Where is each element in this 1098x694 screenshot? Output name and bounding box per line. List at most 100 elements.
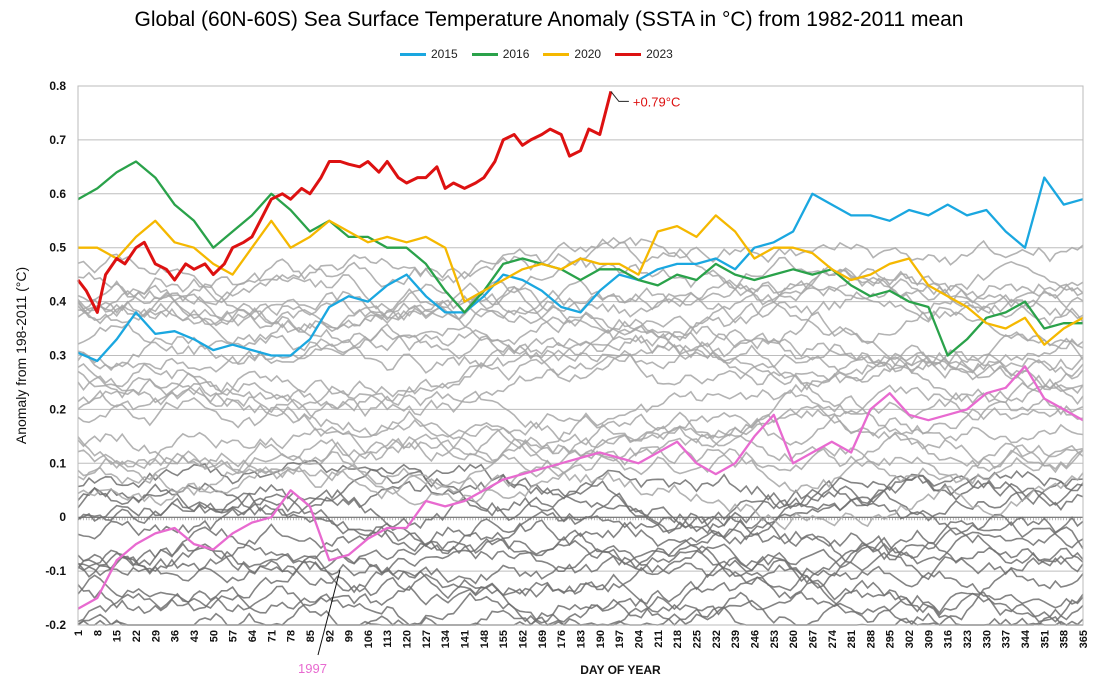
x-tick-label: 36 <box>170 630 182 642</box>
x-tick-label: 316 <box>943 630 955 648</box>
x-tick-label: 106 <box>363 630 375 648</box>
background-year-line <box>77 541 1084 605</box>
background-year-line <box>77 450 1084 531</box>
x-tick-label: 15 <box>112 630 124 642</box>
x-tick-label: 162 <box>518 630 530 648</box>
x-tick-label: 85 <box>305 630 317 642</box>
plot-frame <box>77 85 1084 626</box>
x-tick-label: 365 <box>1078 630 1090 648</box>
series-line-2020 <box>78 214 1084 346</box>
y-tick-label: 0.5 <box>49 241 66 255</box>
x-tick-label: 57 <box>228 630 240 642</box>
y-tick-label: 0.1 <box>49 456 66 470</box>
x-tick-label: 302 <box>904 630 916 648</box>
background-year-line <box>77 328 1084 410</box>
x-tick-label: 155 <box>498 630 510 648</box>
background-year-line <box>77 322 1084 378</box>
x-tick-label: 190 <box>595 630 607 648</box>
y-tick-label: 0.6 <box>49 187 66 201</box>
background-year-line <box>77 463 1084 535</box>
legend-swatch-2023 <box>615 52 642 56</box>
legend-item-2023: 2023 <box>615 46 673 62</box>
x-tick-label: 344 <box>1020 629 1032 648</box>
background-year-line <box>77 340 1084 412</box>
x-tick-label: 113 <box>382 630 394 648</box>
series-line-1997 <box>77 365 1084 610</box>
x-tick-label: 71 <box>266 630 278 642</box>
x-tick-label: 211 <box>653 630 665 648</box>
year-1997-leader-line <box>317 569 341 656</box>
x-tick-label: 64 <box>247 629 259 642</box>
background-year-lines <box>77 236 1084 627</box>
y-tick-label: 0.2 <box>49 402 66 416</box>
series-line-2023 <box>76 91 613 314</box>
background-year-line <box>77 432 1084 494</box>
peak-label: +0.79°C <box>633 94 680 109</box>
y-axis-title: Anomaly from 198-2011 (°C) <box>13 267 29 444</box>
x-tick-label: 267 <box>807 630 819 648</box>
series-lines <box>76 91 1084 610</box>
y-tick-label: -0.2 <box>45 618 66 632</box>
background-year-line <box>77 459 1084 535</box>
legend-label-2016: 2016 <box>502 47 530 61</box>
x-tick-label: 169 <box>537 630 549 648</box>
x-tick-label: 218 <box>672 630 684 648</box>
y-tick-label: 0 <box>59 510 66 524</box>
background-year-line <box>77 473 1084 527</box>
chart-title: Global (60N-60S) Sea Surface Temperature… <box>134 8 964 31</box>
year-1997-label: 1997 <box>298 661 327 676</box>
x-tick-label: 274 <box>827 629 839 648</box>
legend-label-2015: 2015 <box>431 47 458 61</box>
x-tick-label: 1 <box>73 630 85 636</box>
x-tick-label: 50 <box>208 630 220 642</box>
x-tick-label: 148 <box>479 630 491 648</box>
x-tick-label: 295 <box>885 630 897 648</box>
x-tick-label: 204 <box>633 629 645 648</box>
x-tick-label: 22 <box>131 630 143 642</box>
background-year-line <box>77 284 1084 386</box>
legend-swatch-2015 <box>400 52 426 56</box>
background-year-line <box>77 349 1084 407</box>
x-tick-label: 246 <box>749 630 761 648</box>
background-year-line <box>77 384 1084 451</box>
x-tick-label: 127 <box>421 630 433 648</box>
x-tick-label: 8 <box>92 630 104 636</box>
x-tick-label: 92 <box>324 630 336 642</box>
x-tick-label: 78 <box>286 630 298 642</box>
legend-swatch-2016 <box>471 52 498 56</box>
x-tick-label: 351 <box>1039 630 1051 648</box>
x-tick-label: 323 <box>962 630 974 648</box>
x-tick-label: 358 <box>1059 630 1071 648</box>
y-tick-label: 0.4 <box>49 295 66 309</box>
x-tick-label: 134 <box>440 629 452 648</box>
background-year-line <box>77 535 1084 609</box>
x-tick-label: 260 <box>788 630 800 648</box>
background-year-line <box>77 343 1084 388</box>
background-year-line <box>77 567 1084 627</box>
background-year-line <box>77 539 1084 589</box>
background-year-line <box>77 410 1084 497</box>
background-year-line <box>77 543 1084 618</box>
x-tick-label: 281 <box>846 630 858 648</box>
peak-leader-line <box>610 91 629 102</box>
x-tick-label: 232 <box>711 630 723 648</box>
x-tick-label: 197 <box>614 630 626 648</box>
x-tick-label: 253 <box>769 630 781 648</box>
x-tick-label: 43 <box>189 630 201 642</box>
x-tick-label: 183 <box>576 630 588 648</box>
legend-item-2020: 2020 <box>543 46 601 62</box>
x-tick-label: 309 <box>923 630 935 648</box>
annotations: +0.79°C 1997 <box>298 91 680 676</box>
x-tick-label: 29 <box>150 630 162 642</box>
x-tick-label: 337 <box>1001 630 1013 648</box>
x-tick-label: 239 <box>730 630 742 648</box>
series-line-2015 <box>77 176 1084 363</box>
x-tick-label: 330 <box>981 630 993 648</box>
x-tick-label: 120 <box>402 630 414 648</box>
x-tick-label: 141 <box>460 630 472 648</box>
x-tick-label: 225 <box>691 630 703 648</box>
y-tick-label: -0.1 <box>45 564 66 578</box>
background-year-line <box>77 260 1084 340</box>
y-tick-label: 0.7 <box>49 133 66 147</box>
